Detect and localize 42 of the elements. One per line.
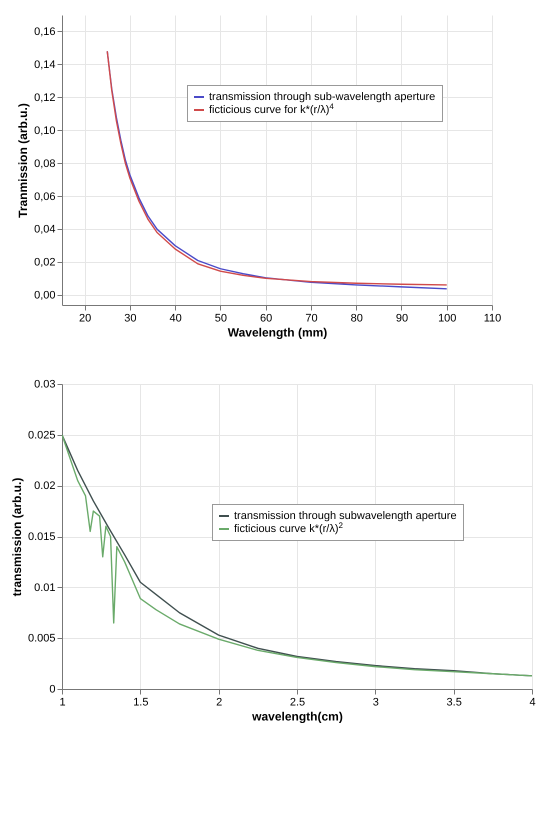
y-tick-label: 0,14: [34, 58, 56, 71]
x-tick-label: 50: [214, 312, 228, 324]
x-tick-label: 3.5: [446, 696, 462, 708]
x-tick-label: 3: [372, 696, 379, 708]
x-tick-label: 2.5: [290, 696, 306, 708]
legend-label: ficticious curve for k*(r/λ)$^{4}$: [209, 102, 334, 116]
y-tick-label: 0,04: [34, 224, 56, 236]
x-tick-label: 30: [124, 312, 137, 324]
legend-label: transmission through sub-wavelength aperture: [209, 91, 436, 103]
x-tick-label: 70: [305, 312, 318, 324]
y-tick-label: 0,16: [34, 26, 56, 38]
y-tick-label: 0.01: [34, 582, 56, 594]
x-tick-label: 1.5: [133, 696, 148, 708]
y-axis-title: transmission (arb.u.): [10, 478, 24, 596]
x-tick-label: 80: [350, 312, 363, 324]
y-tick-label: 0,00: [34, 290, 56, 302]
legend-label: ficticious curve k*(r/λ)$^{2}$: [234, 520, 344, 535]
legend-label: transmission through subwavelength aperture: [234, 510, 457, 522]
x-axis-title: wavelength(cm): [251, 710, 343, 724]
y-tick-label: 0.015: [28, 531, 56, 543]
x-tick-label: 110: [484, 312, 502, 324]
y-tick-label: 0,08: [34, 158, 56, 170]
x-tick-label: 40: [170, 312, 182, 324]
x-tick-label: 2: [216, 696, 222, 708]
x-tick-label: 60: [260, 312, 272, 324]
y-axis-title: Tranmission (arb.u.): [16, 103, 30, 218]
x-tick-label: 100: [438, 312, 456, 324]
y-tick-label: 0,06: [34, 190, 56, 203]
line-series: [62, 434, 532, 676]
x-axis-title: Wavelength (mm): [228, 326, 328, 340]
x-tick-label: 20: [79, 312, 92, 324]
y-tick-label: 0,02: [34, 256, 56, 269]
x-tick-label: 90: [396, 312, 408, 324]
y-tick-label: 0,12: [34, 92, 56, 104]
x-tick-label: 1: [59, 696, 66, 708]
y-tick-label: 0.005: [28, 632, 56, 645]
y-tick-label: 0: [49, 684, 56, 696]
y-tick-label: 0.03: [34, 378, 56, 390]
y-tick-label: 0.025: [28, 429, 56, 442]
y-tick-label: 0,10: [34, 124, 56, 137]
y-tick-label: 0.02: [34, 480, 56, 492]
x-tick-label: 4: [529, 696, 536, 708]
